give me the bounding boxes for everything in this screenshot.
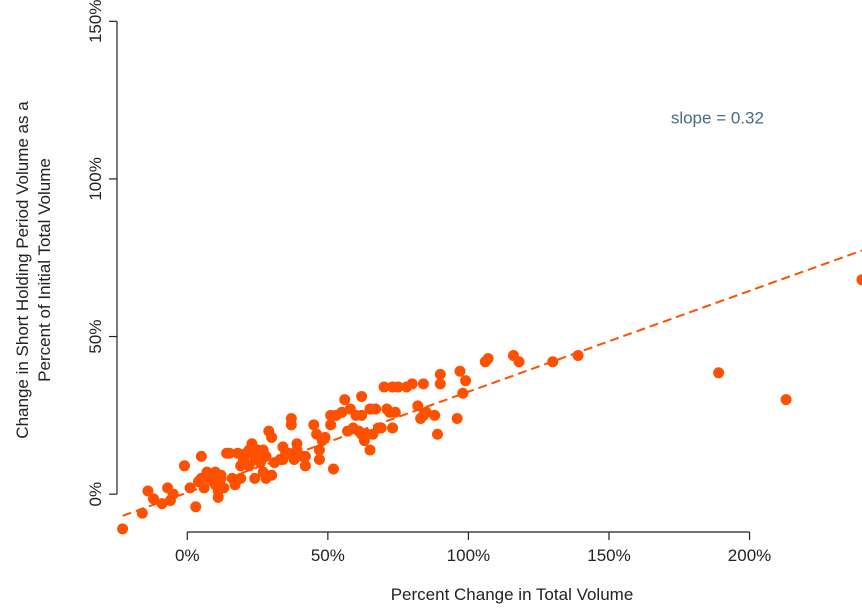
data-point <box>482 353 494 365</box>
y-axis-title-line-1: Change in Short Holding Period Volume as… <box>13 101 32 439</box>
data-point <box>299 460 311 472</box>
data-point <box>434 368 446 380</box>
data-point <box>454 365 466 377</box>
data-point <box>457 387 469 399</box>
data-point <box>260 450 272 462</box>
data-point <box>780 394 792 406</box>
data-point <box>190 501 202 513</box>
data-point <box>387 422 399 434</box>
data-point <box>339 394 351 406</box>
data-point <box>235 472 247 484</box>
data-point <box>308 419 320 431</box>
data-point <box>198 482 210 494</box>
y-axis-title: Change in Short Holding Period Volume as… <box>13 101 54 439</box>
data-point <box>178 460 190 472</box>
data-point <box>212 491 224 503</box>
x-tick-label: 50% <box>311 546 345 565</box>
y-tick-label: 0% <box>86 482 105 507</box>
data-point <box>167 488 179 500</box>
data-point <box>195 450 207 462</box>
data-point <box>148 493 160 505</box>
data-point <box>249 472 261 484</box>
data-point <box>313 444 325 456</box>
x-ticks: 0% 50% 100% 150% 200% <box>175 532 771 565</box>
slope-annotation: slope = 0.32 <box>671 108 764 127</box>
data-point <box>356 409 368 421</box>
data-point <box>378 381 390 393</box>
data-point <box>389 406 401 418</box>
data-point <box>136 507 148 519</box>
x-tick-label: 150% <box>587 546 630 565</box>
y-tick-label: 50% <box>86 320 105 354</box>
fit-line-group <box>122 249 862 517</box>
data-point <box>572 349 584 361</box>
data-point <box>336 406 348 418</box>
y-tick-label: 150% <box>86 0 105 43</box>
y-ticks: 0% 50% 100% 150% <box>86 0 117 506</box>
data-point <box>142 485 154 497</box>
data-point <box>429 409 441 421</box>
data-point <box>184 482 196 494</box>
x-axis-title: Percent Change in Total Volume <box>391 585 634 604</box>
data-point <box>412 400 424 412</box>
data-point <box>327 463 339 475</box>
x-tick-label: 0% <box>175 546 200 565</box>
data-point <box>431 428 443 440</box>
x-tick-label: 200% <box>728 546 771 565</box>
data-point <box>325 419 337 431</box>
data-points <box>117 274 862 535</box>
data-point <box>460 375 472 387</box>
data-point <box>215 469 227 481</box>
data-point <box>299 450 311 462</box>
data-point <box>266 431 278 443</box>
data-point <box>406 378 418 390</box>
data-point <box>856 274 862 286</box>
data-point <box>117 523 129 535</box>
data-point <box>223 447 235 459</box>
data-point <box>392 381 404 393</box>
data-point <box>285 413 297 425</box>
data-point <box>420 406 432 418</box>
data-point <box>313 453 325 465</box>
y-axis: 0% 50% 100% 150% <box>86 0 118 506</box>
data-point <box>291 438 303 450</box>
x-tick-label: 100% <box>447 546 490 565</box>
data-point <box>266 469 278 481</box>
data-point <box>370 403 382 415</box>
data-point <box>356 390 368 402</box>
data-point <box>218 482 230 494</box>
data-point <box>513 356 525 368</box>
data-point <box>319 431 331 443</box>
data-point <box>547 356 559 368</box>
fit-line <box>122 249 862 517</box>
data-point <box>713 367 725 379</box>
data-point <box>451 413 463 425</box>
y-axis-title-line-2: Percent of Initial Total Volume <box>35 158 54 382</box>
data-point <box>434 378 446 390</box>
data-point <box>288 453 300 465</box>
x-axis: 0% 50% 100% 150% 200% <box>175 531 771 565</box>
y-tick-label: 100% <box>86 157 105 200</box>
data-point <box>364 444 376 456</box>
data-point <box>417 378 429 390</box>
data-point <box>375 422 387 434</box>
data-point <box>156 498 168 510</box>
